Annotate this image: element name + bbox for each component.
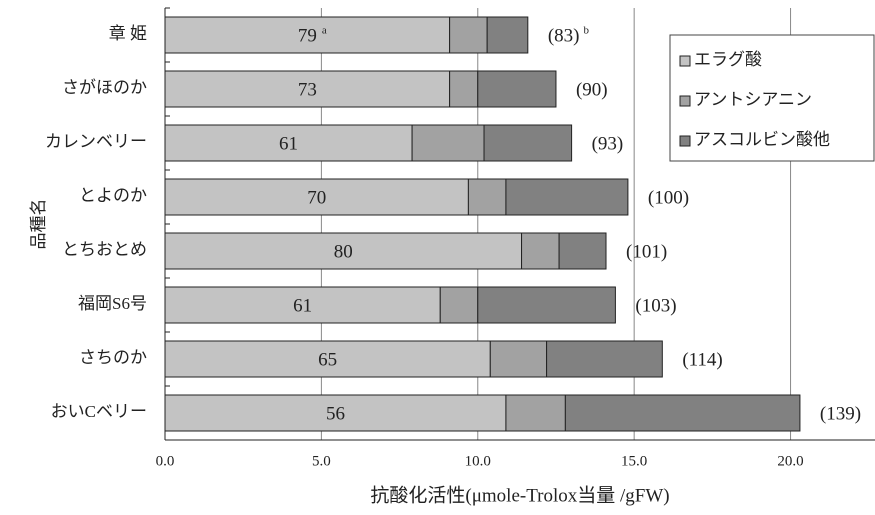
bar-segment (483, 124, 573, 162)
relative-index-label: (83) (548, 25, 580, 46)
legend-label: アントシアニン (694, 90, 812, 109)
x-tick-label: 20.0 (777, 453, 803, 469)
share-label: 80 (334, 241, 353, 262)
relative-index-label: (114) (682, 349, 722, 370)
bar-segment (505, 394, 566, 432)
y-tick-label: とちおとめ (62, 240, 147, 259)
bar-segment (164, 232, 523, 270)
bar-segment (164, 340, 491, 378)
share-note: a (322, 25, 327, 37)
y-tick-label: 章 姫 (109, 24, 147, 43)
y-tick-label: さがほのか (62, 78, 147, 97)
x-tick-label: 0.0 (156, 453, 175, 469)
relative-index-note: b (583, 25, 589, 37)
legend-label: アスコルビン酸他 (694, 130, 830, 149)
bar-segment (411, 124, 485, 162)
y-tick-label: とよのか (79, 186, 147, 205)
bar-segment (467, 178, 507, 216)
legend-swatch (679, 55, 691, 67)
y-tick-label: カレンベリー (45, 132, 147, 151)
share-label: 70 (307, 187, 326, 208)
bar-segment (477, 70, 557, 108)
bar-segment (489, 340, 548, 378)
bar-segment (164, 286, 441, 324)
bar-segment (164, 178, 469, 216)
x-tick-label: 5.0 (312, 453, 331, 469)
relative-index-label: (103) (635, 295, 676, 316)
share-label: 79 (298, 25, 317, 46)
share-label: 65 (318, 349, 337, 370)
bar-segment (164, 124, 413, 162)
bar-segment (564, 394, 801, 432)
bar-segment (521, 232, 560, 270)
x-tick-label: 10.0 (465, 453, 491, 469)
y-tick-label: 福岡S6号 (78, 294, 147, 313)
bar-segment (477, 286, 616, 324)
bar-segment (558, 232, 607, 270)
y-tick-label: さちのか (79, 348, 147, 367)
relative-index-label: (93) (592, 133, 624, 154)
relative-index-label: (101) (626, 241, 667, 262)
bar-segment (449, 16, 488, 54)
share-label: 56 (326, 403, 345, 424)
bar-segment (164, 394, 507, 432)
share-label: 61 (279, 133, 298, 154)
bar-segment (486, 16, 529, 54)
legend-box (669, 34, 875, 162)
relative-index-label: (100) (648, 187, 689, 208)
bar-segment (449, 70, 479, 108)
bar-segment (439, 286, 479, 324)
legend-swatch (679, 95, 691, 107)
share-label: 73 (298, 79, 317, 100)
bar-segment (164, 16, 451, 54)
share-label: 61 (293, 295, 312, 316)
bar-segment (546, 340, 663, 378)
y-tick-label: おいCベリー (51, 402, 147, 421)
legend-swatch (679, 135, 691, 147)
y-axis-title: 品種名 (29, 199, 48, 250)
relative-index-label: (90) (576, 79, 608, 100)
bar-segment (505, 178, 629, 216)
bar-segment (164, 70, 451, 108)
relative-index-label: (139) (820, 403, 861, 424)
x-tick-label: 15.0 (621, 453, 647, 469)
x-axis-title: 抗酸化活性(μmole-Trolox当量 /gFW) (370, 484, 669, 506)
legend-label: エラグ酸 (694, 50, 762, 69)
